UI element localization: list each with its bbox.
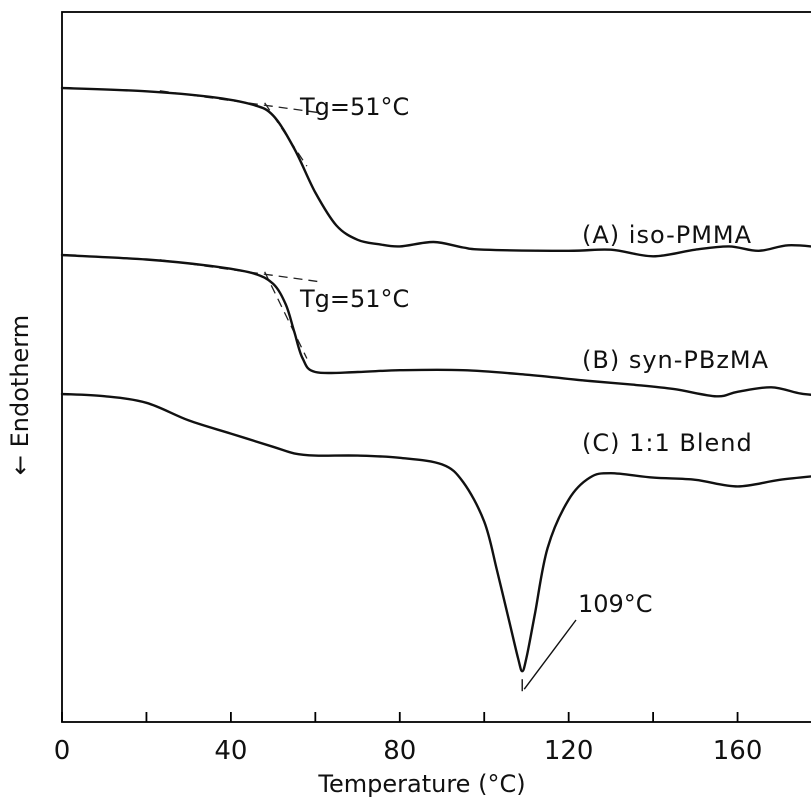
annotations: Tg=51°C Tg=51°C 109°C xyxy=(299,93,653,692)
x-tick-label: 40 xyxy=(214,736,247,766)
x-tick-label: 160 xyxy=(713,736,763,766)
series-label-3: (C) 1:1 Blend xyxy=(582,429,753,457)
plot-frame xyxy=(61,11,811,723)
curves xyxy=(60,86,811,673)
x-tick-labels: 0 40 80 120 160 xyxy=(54,736,763,766)
y-axis-title: ← Endotherm xyxy=(6,315,34,475)
x-axis-title: Temperature (°C) xyxy=(317,770,525,798)
peak-leader-line xyxy=(523,619,577,690)
series-curve-3 xyxy=(60,392,811,673)
series-label-1: (A) iso-PMMA xyxy=(582,221,752,249)
slope-tangent xyxy=(264,271,308,359)
x-tick-label: 80 xyxy=(383,736,416,766)
x-ticks xyxy=(61,712,739,722)
series-curve-1 xyxy=(60,86,811,258)
x-tick-label: 0 xyxy=(54,736,71,766)
peak-annotation: 109°C xyxy=(578,590,653,618)
series-curve-2 xyxy=(60,253,811,398)
tg-annotation: Tg=51°C xyxy=(299,285,409,313)
tg-annotation: Tg=51°C xyxy=(299,93,409,121)
series-label-2: (B) syn-PBzMA xyxy=(582,346,769,374)
x-tick-label: 120 xyxy=(544,736,594,766)
tangent-lines xyxy=(159,90,321,359)
series-labels: (A) iso-PMMA (B) syn-PBzMA (C) 1:1 Blend xyxy=(582,221,769,457)
